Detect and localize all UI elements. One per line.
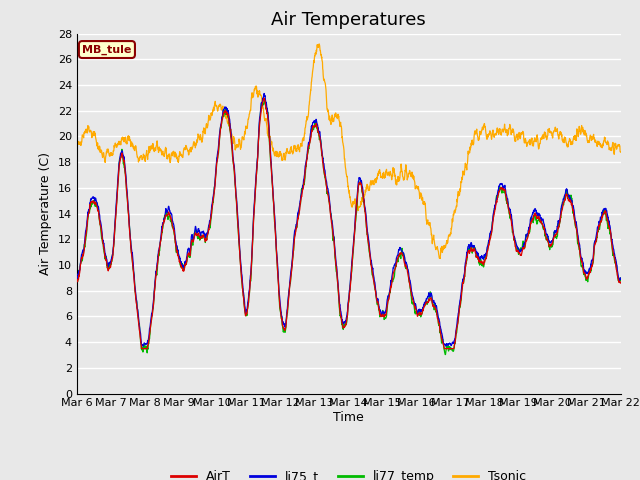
AirT bbox=[617, 280, 625, 286]
li75_t bbox=[544, 234, 552, 240]
Title: Air Temperatures: Air Temperatures bbox=[271, 11, 426, 29]
Tsonic bbox=[127, 141, 135, 147]
AirT bbox=[544, 237, 552, 243]
Tsonic bbox=[617, 149, 625, 155]
X-axis label: Time: Time bbox=[333, 411, 364, 424]
li75_t bbox=[73, 276, 81, 281]
li77_temp bbox=[244, 300, 252, 305]
Tsonic bbox=[610, 146, 618, 152]
AirT bbox=[610, 251, 618, 257]
AirT bbox=[382, 312, 390, 318]
AirT bbox=[73, 279, 81, 285]
li75_t bbox=[127, 243, 135, 249]
li75_t bbox=[442, 343, 450, 349]
Line: li77_temp: li77_temp bbox=[77, 101, 621, 355]
li77_temp bbox=[513, 247, 521, 252]
AirT bbox=[260, 96, 268, 101]
Line: Tsonic: Tsonic bbox=[77, 44, 621, 259]
AirT bbox=[138, 346, 145, 351]
Text: MB_tule: MB_tule bbox=[82, 44, 132, 55]
Tsonic bbox=[436, 256, 444, 262]
li77_temp bbox=[617, 277, 625, 283]
Y-axis label: Air Temperature (C): Air Temperature (C) bbox=[39, 152, 52, 275]
Tsonic bbox=[381, 170, 389, 176]
Tsonic bbox=[513, 132, 521, 137]
AirT bbox=[245, 294, 253, 300]
li77_temp bbox=[442, 352, 449, 358]
li77_temp bbox=[544, 235, 552, 241]
Tsonic bbox=[316, 41, 323, 47]
Tsonic bbox=[544, 133, 552, 139]
li75_t bbox=[260, 91, 268, 96]
li75_t bbox=[513, 243, 521, 249]
Line: li75_t: li75_t bbox=[77, 94, 621, 346]
Line: AirT: AirT bbox=[77, 98, 621, 348]
li75_t bbox=[610, 246, 618, 252]
li77_temp bbox=[73, 280, 81, 286]
AirT bbox=[127, 247, 135, 253]
li75_t bbox=[617, 276, 625, 282]
Tsonic bbox=[73, 142, 81, 147]
li77_temp bbox=[260, 98, 268, 104]
li77_temp bbox=[610, 252, 618, 258]
Tsonic bbox=[244, 116, 252, 122]
Legend: AirT, li75_t, li77_temp, Tsonic: AirT, li75_t, li77_temp, Tsonic bbox=[166, 465, 531, 480]
li77_temp bbox=[127, 247, 135, 253]
li75_t bbox=[244, 295, 252, 300]
AirT bbox=[513, 248, 521, 254]
li75_t bbox=[381, 309, 389, 314]
li77_temp bbox=[381, 315, 389, 321]
